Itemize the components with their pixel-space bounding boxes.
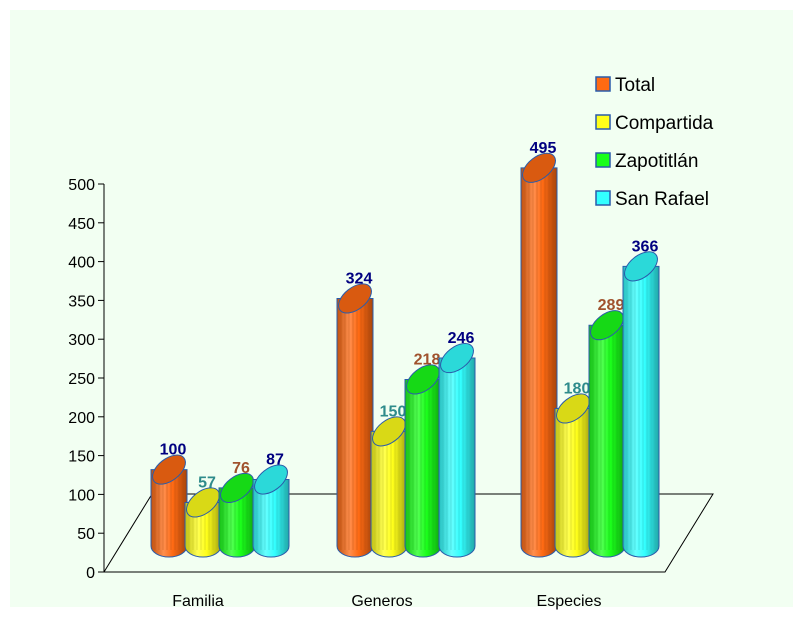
x-tick-label: Familia	[172, 593, 224, 610]
bar-body	[404, 378, 442, 558]
data-label: 495	[530, 140, 557, 157]
bar-top	[440, 342, 474, 374]
y-tick-label: 500	[68, 177, 95, 194]
data-label: 246	[448, 330, 475, 347]
y-tick-label: 350	[68, 293, 95, 310]
legend-label: Compartida	[615, 113, 714, 134]
legend-item: Zapotitlán	[595, 151, 698, 172]
x-tick-label: Generos	[351, 593, 412, 610]
bar	[622, 251, 660, 558]
y-tick-label: 250	[68, 371, 95, 388]
bar-body	[588, 324, 626, 558]
data-label: 100	[160, 442, 187, 459]
legend-item: San Rafael	[595, 189, 709, 210]
bar	[438, 342, 476, 558]
bar-body	[336, 297, 374, 558]
legend-swatch	[595, 114, 611, 130]
legend-swatch	[595, 152, 611, 168]
data-label: 218	[414, 351, 441, 368]
bar-body	[622, 265, 660, 558]
legend-swatch	[595, 190, 611, 206]
bar-top	[372, 416, 406, 447]
bar-top	[522, 152, 556, 183]
y-tick-label: 0	[86, 565, 95, 582]
y-tick-label: 50	[77, 526, 95, 543]
y-tick-label: 450	[68, 216, 95, 233]
y-tick-label: 400	[68, 255, 95, 272]
legend-swatch	[595, 76, 611, 92]
data-label: 289	[598, 297, 625, 314]
legend-label: San Rafael	[615, 189, 709, 210]
x-tick-label: Especies	[537, 593, 602, 610]
bar-top	[152, 454, 186, 485]
bar	[370, 416, 408, 558]
legend-label: Zapotitlán	[615, 151, 698, 172]
data-label: 180	[564, 380, 591, 397]
bar	[520, 152, 558, 558]
data-label: 87	[266, 452, 284, 469]
bar-top	[220, 472, 254, 503]
y-tick-label: 100	[68, 487, 95, 504]
bar-top	[338, 283, 372, 314]
bar-body	[370, 430, 408, 558]
bar	[588, 310, 626, 558]
bar	[404, 364, 442, 558]
data-label: 366	[632, 238, 659, 255]
bar-top	[624, 251, 658, 282]
bar-body	[252, 479, 290, 558]
bar	[184, 487, 222, 558]
legend-item: Compartida	[595, 113, 714, 134]
bar-top	[254, 464, 288, 495]
bar-top	[186, 487, 220, 518]
legend-label: Total	[615, 75, 655, 96]
bar-body	[520, 167, 558, 558]
bar	[218, 472, 256, 558]
data-label: 76	[232, 460, 250, 477]
bar-top	[556, 393, 590, 424]
bar-top	[406, 364, 440, 395]
bar	[336, 283, 374, 558]
bar-top	[590, 310, 624, 341]
data-label: 57	[198, 474, 216, 491]
bar	[252, 464, 290, 558]
y-tick-label: 150	[68, 449, 95, 466]
legend-item: Total	[595, 75, 655, 96]
bar	[150, 454, 188, 558]
bar-body	[438, 357, 476, 558]
bar	[554, 393, 592, 558]
data-label: 324	[346, 270, 373, 287]
data-label: 150	[380, 403, 407, 420]
y-tick-label: 300	[68, 332, 95, 349]
y-tick-label: 200	[68, 410, 95, 427]
chart-floor	[103, 493, 714, 573]
bar-body	[554, 407, 592, 558]
